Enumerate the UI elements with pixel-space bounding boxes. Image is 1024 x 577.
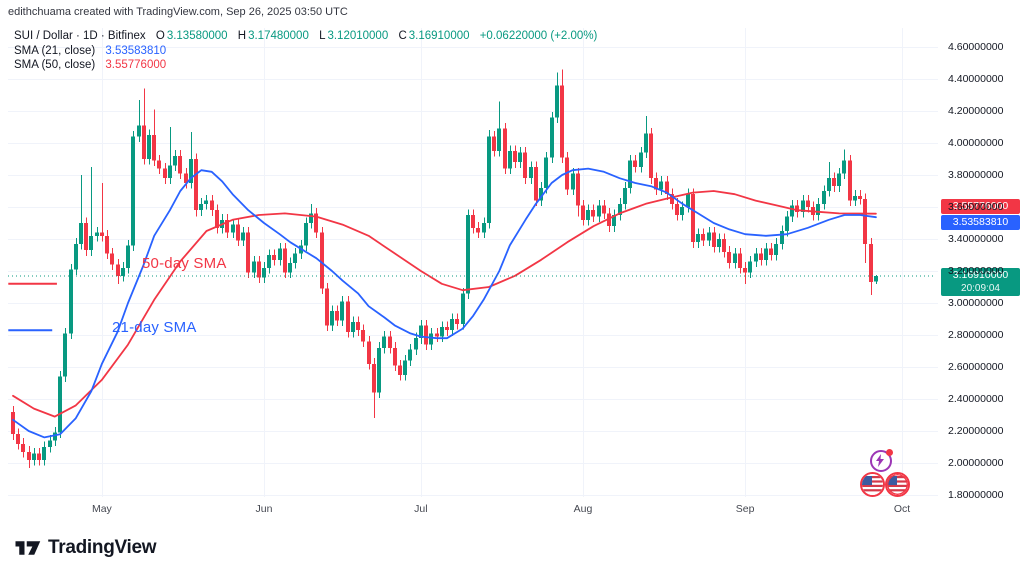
chart-legend: SUI / Dollar · 1D · Bitfinex O 3.13580000… xyxy=(14,29,599,73)
price-axis-label: 4.40000000 xyxy=(948,73,1004,85)
price-axis-label: 4.20000000 xyxy=(948,105,1004,117)
notification-dot xyxy=(886,449,893,456)
sma50-line xyxy=(12,190,877,418)
low-label: L xyxy=(319,30,326,42)
price-axis-label: 2.40000000 xyxy=(948,393,1004,405)
change-value: +0.06220000 (+2.00%) xyxy=(479,30,598,42)
time-axis-label: Jul xyxy=(414,503,428,515)
creator-watermark: edithchuama created with TradingView.com… xyxy=(8,6,348,18)
sma50-price-badge: 3.55776000 xyxy=(941,199,1020,214)
open-label: O xyxy=(155,30,165,42)
tradingview-logo-icon xyxy=(15,541,41,555)
price-axis-label: 4.60000000 xyxy=(948,41,1004,53)
price-axis-label: 3.40000000 xyxy=(948,233,1004,245)
us-flag-event-icon[interactable] xyxy=(860,472,885,497)
open-value: 3.13580000 xyxy=(166,30,228,42)
sma50-value: 3.55776000 xyxy=(105,59,167,71)
bar-countdown: 20:09:04 xyxy=(961,283,1000,294)
price-axis-label: 2.60000000 xyxy=(948,361,1004,373)
us-flag-event-icon-2[interactable] xyxy=(885,472,910,497)
price-axis-label: 2.20000000 xyxy=(948,425,1004,437)
lightning-icon xyxy=(876,454,884,467)
time-axis-label: Aug xyxy=(573,503,593,515)
close-label: C xyxy=(398,30,407,42)
price-axis-label: 2.80000000 xyxy=(948,329,1004,341)
price-axis-label: 3.60000000 xyxy=(948,201,1004,213)
price-axis-label: 3.20000000 xyxy=(948,265,1004,277)
candles xyxy=(11,69,878,468)
price-axis-label: 4.00000000 xyxy=(948,137,1004,149)
time-axis-label: Oct xyxy=(893,503,911,515)
sma50-label: SMA (50, close) xyxy=(14,59,96,71)
sma21-label: SMA (21, close) xyxy=(14,44,96,57)
last-price-value: 3.16910000 xyxy=(952,269,1009,281)
symbol-title: SUI / Dollar · 1D · Bitfinex xyxy=(14,30,146,42)
price-axis-label: 1.80000000 xyxy=(948,489,1004,501)
time-axis-label: May xyxy=(91,503,112,515)
us-flag-icon xyxy=(862,474,883,495)
flash-event-icon[interactable] xyxy=(870,449,893,472)
left-price-segments xyxy=(8,282,57,332)
price-axis-label: 2.00000000 xyxy=(948,457,1004,469)
sma21-line xyxy=(12,167,877,439)
price-axis[interactable]: 3.55776000 3.53583810 3.16910000 20:09:0… xyxy=(938,0,1024,520)
low-value: 3.12010000 xyxy=(327,30,389,42)
sma50-legend-row[interactable]: SMA (50, close) 3.55776000 xyxy=(14,58,599,73)
sma21-value: 3.53583810 xyxy=(105,44,167,57)
last-price-badge: 3.16910000 20:09:04 xyxy=(941,268,1020,296)
us-flag-icon xyxy=(887,474,908,495)
sma21-annotation-label: 21-day SMA xyxy=(112,319,197,336)
high-label: H xyxy=(237,30,247,42)
time-axis-label: Sep xyxy=(735,503,755,515)
sma21-price-badge: 3.53583810 xyxy=(941,215,1020,230)
high-value: 3.17480000 xyxy=(248,30,309,42)
tradingview-logo-text: TradingView xyxy=(48,537,157,558)
symbol-title-row[interactable]: SUI / Dollar · 1D · Bitfinex O 3.13580000… xyxy=(14,29,599,44)
tradingview-logo[interactable]: TradingView xyxy=(14,537,157,559)
close-value: 3.16910000 xyxy=(408,30,470,42)
time-axis[interactable]: May Jun Jul Aug Sep Oct xyxy=(0,498,938,520)
time-axis-label: Jun xyxy=(255,503,273,515)
price-axis-label: 3.00000000 xyxy=(948,297,1004,309)
sma50-annotation-label: 50-day SMA xyxy=(142,255,227,272)
price-axis-label: 3.80000000 xyxy=(948,169,1004,181)
sma21-legend-row[interactable]: SMA (21, close) 3.53583810 xyxy=(14,44,599,59)
